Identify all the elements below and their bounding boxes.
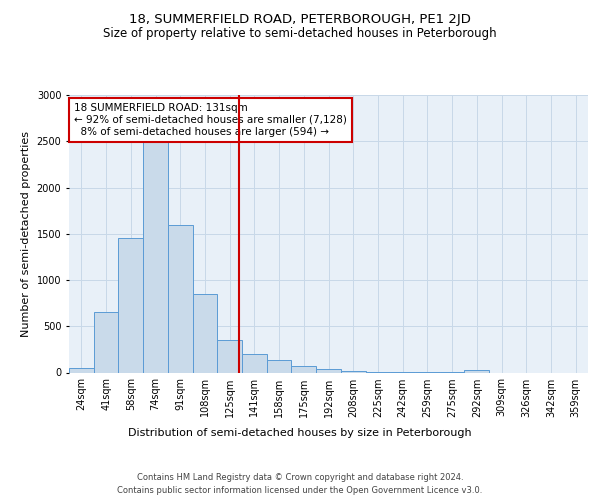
Bar (217, 340, 242, 372)
Bar (168, 224, 193, 372)
Text: 18 SUMMERFIELD ROAD: 131sqm
← 92% of semi-detached houses are smaller (7,128)
  : 18 SUMMERFIELD ROAD: 131sqm ← 92% of sem… (74, 104, 347, 136)
Y-axis label: Number of semi-detached properties: Number of semi-detached properties (21, 130, 31, 337)
Bar (143, 141, 168, 372)
Bar (193, 294, 217, 372)
Bar (118, 238, 143, 372)
Bar (341, 370, 365, 372)
Text: Size of property relative to semi-detached houses in Peterborough: Size of property relative to semi-detach… (103, 28, 497, 40)
Bar (69, 368, 94, 372)
Bar (464, 370, 489, 372)
Bar (316, 370, 341, 372)
Bar (242, 354, 267, 372)
Text: 18, SUMMERFIELD ROAD, PETERBOROUGH, PE1 2JD: 18, SUMMERFIELD ROAD, PETERBOROUGH, PE1 … (129, 12, 471, 26)
Bar (267, 360, 292, 372)
Text: Contains HM Land Registry data © Crown copyright and database right 2024.: Contains HM Land Registry data © Crown c… (137, 472, 463, 482)
Bar (94, 312, 118, 372)
Bar (292, 366, 316, 372)
Text: Contains public sector information licensed under the Open Government Licence v3: Contains public sector information licen… (118, 486, 482, 495)
Text: Distribution of semi-detached houses by size in Peterborough: Distribution of semi-detached houses by … (128, 428, 472, 438)
